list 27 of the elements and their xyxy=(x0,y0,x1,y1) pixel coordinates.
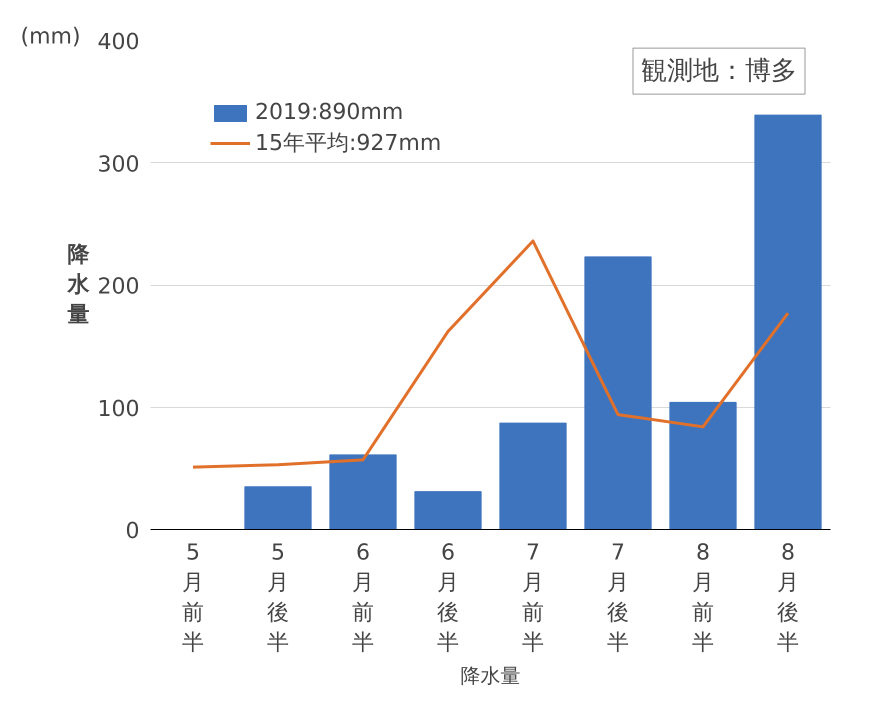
text: (mm) xyxy=(20,24,81,50)
bar xyxy=(244,486,312,530)
bar xyxy=(414,491,482,530)
y-tick-label: 200 xyxy=(98,274,140,300)
x-axis-title: 降水量 xyxy=(460,664,520,688)
x-tick-label: 6月前半 xyxy=(352,540,374,656)
line-series xyxy=(192,239,790,469)
legend-label: 15年平均:927mm xyxy=(255,130,442,158)
x-tick-label: 5月後半 xyxy=(267,540,289,656)
bar xyxy=(669,402,737,530)
y-tick-label: 100 xyxy=(98,396,140,422)
y-axis-title: 降水量 xyxy=(66,242,91,328)
y-tick-label: 300 xyxy=(98,152,140,178)
bar xyxy=(499,422,567,530)
annotation: 観測地：博多 xyxy=(641,56,797,86)
x-tick-label: 7月前半 xyxy=(522,540,544,656)
x-tick-label: 8月後半 xyxy=(777,540,799,656)
x-tick-label: 8月前半 xyxy=(692,540,714,656)
bar xyxy=(754,114,822,530)
y-tick-label: 400 xyxy=(98,30,140,55)
y-tick-label: 0 xyxy=(126,519,140,544)
bar xyxy=(329,454,397,530)
x-tick-label: 7月後半 xyxy=(607,540,629,656)
legend-label: 2019:890mm xyxy=(255,100,404,125)
x-tick-label: 5月前半 xyxy=(182,540,204,656)
bar xyxy=(584,256,652,530)
x-tick-label: 6月後半 xyxy=(437,540,459,656)
